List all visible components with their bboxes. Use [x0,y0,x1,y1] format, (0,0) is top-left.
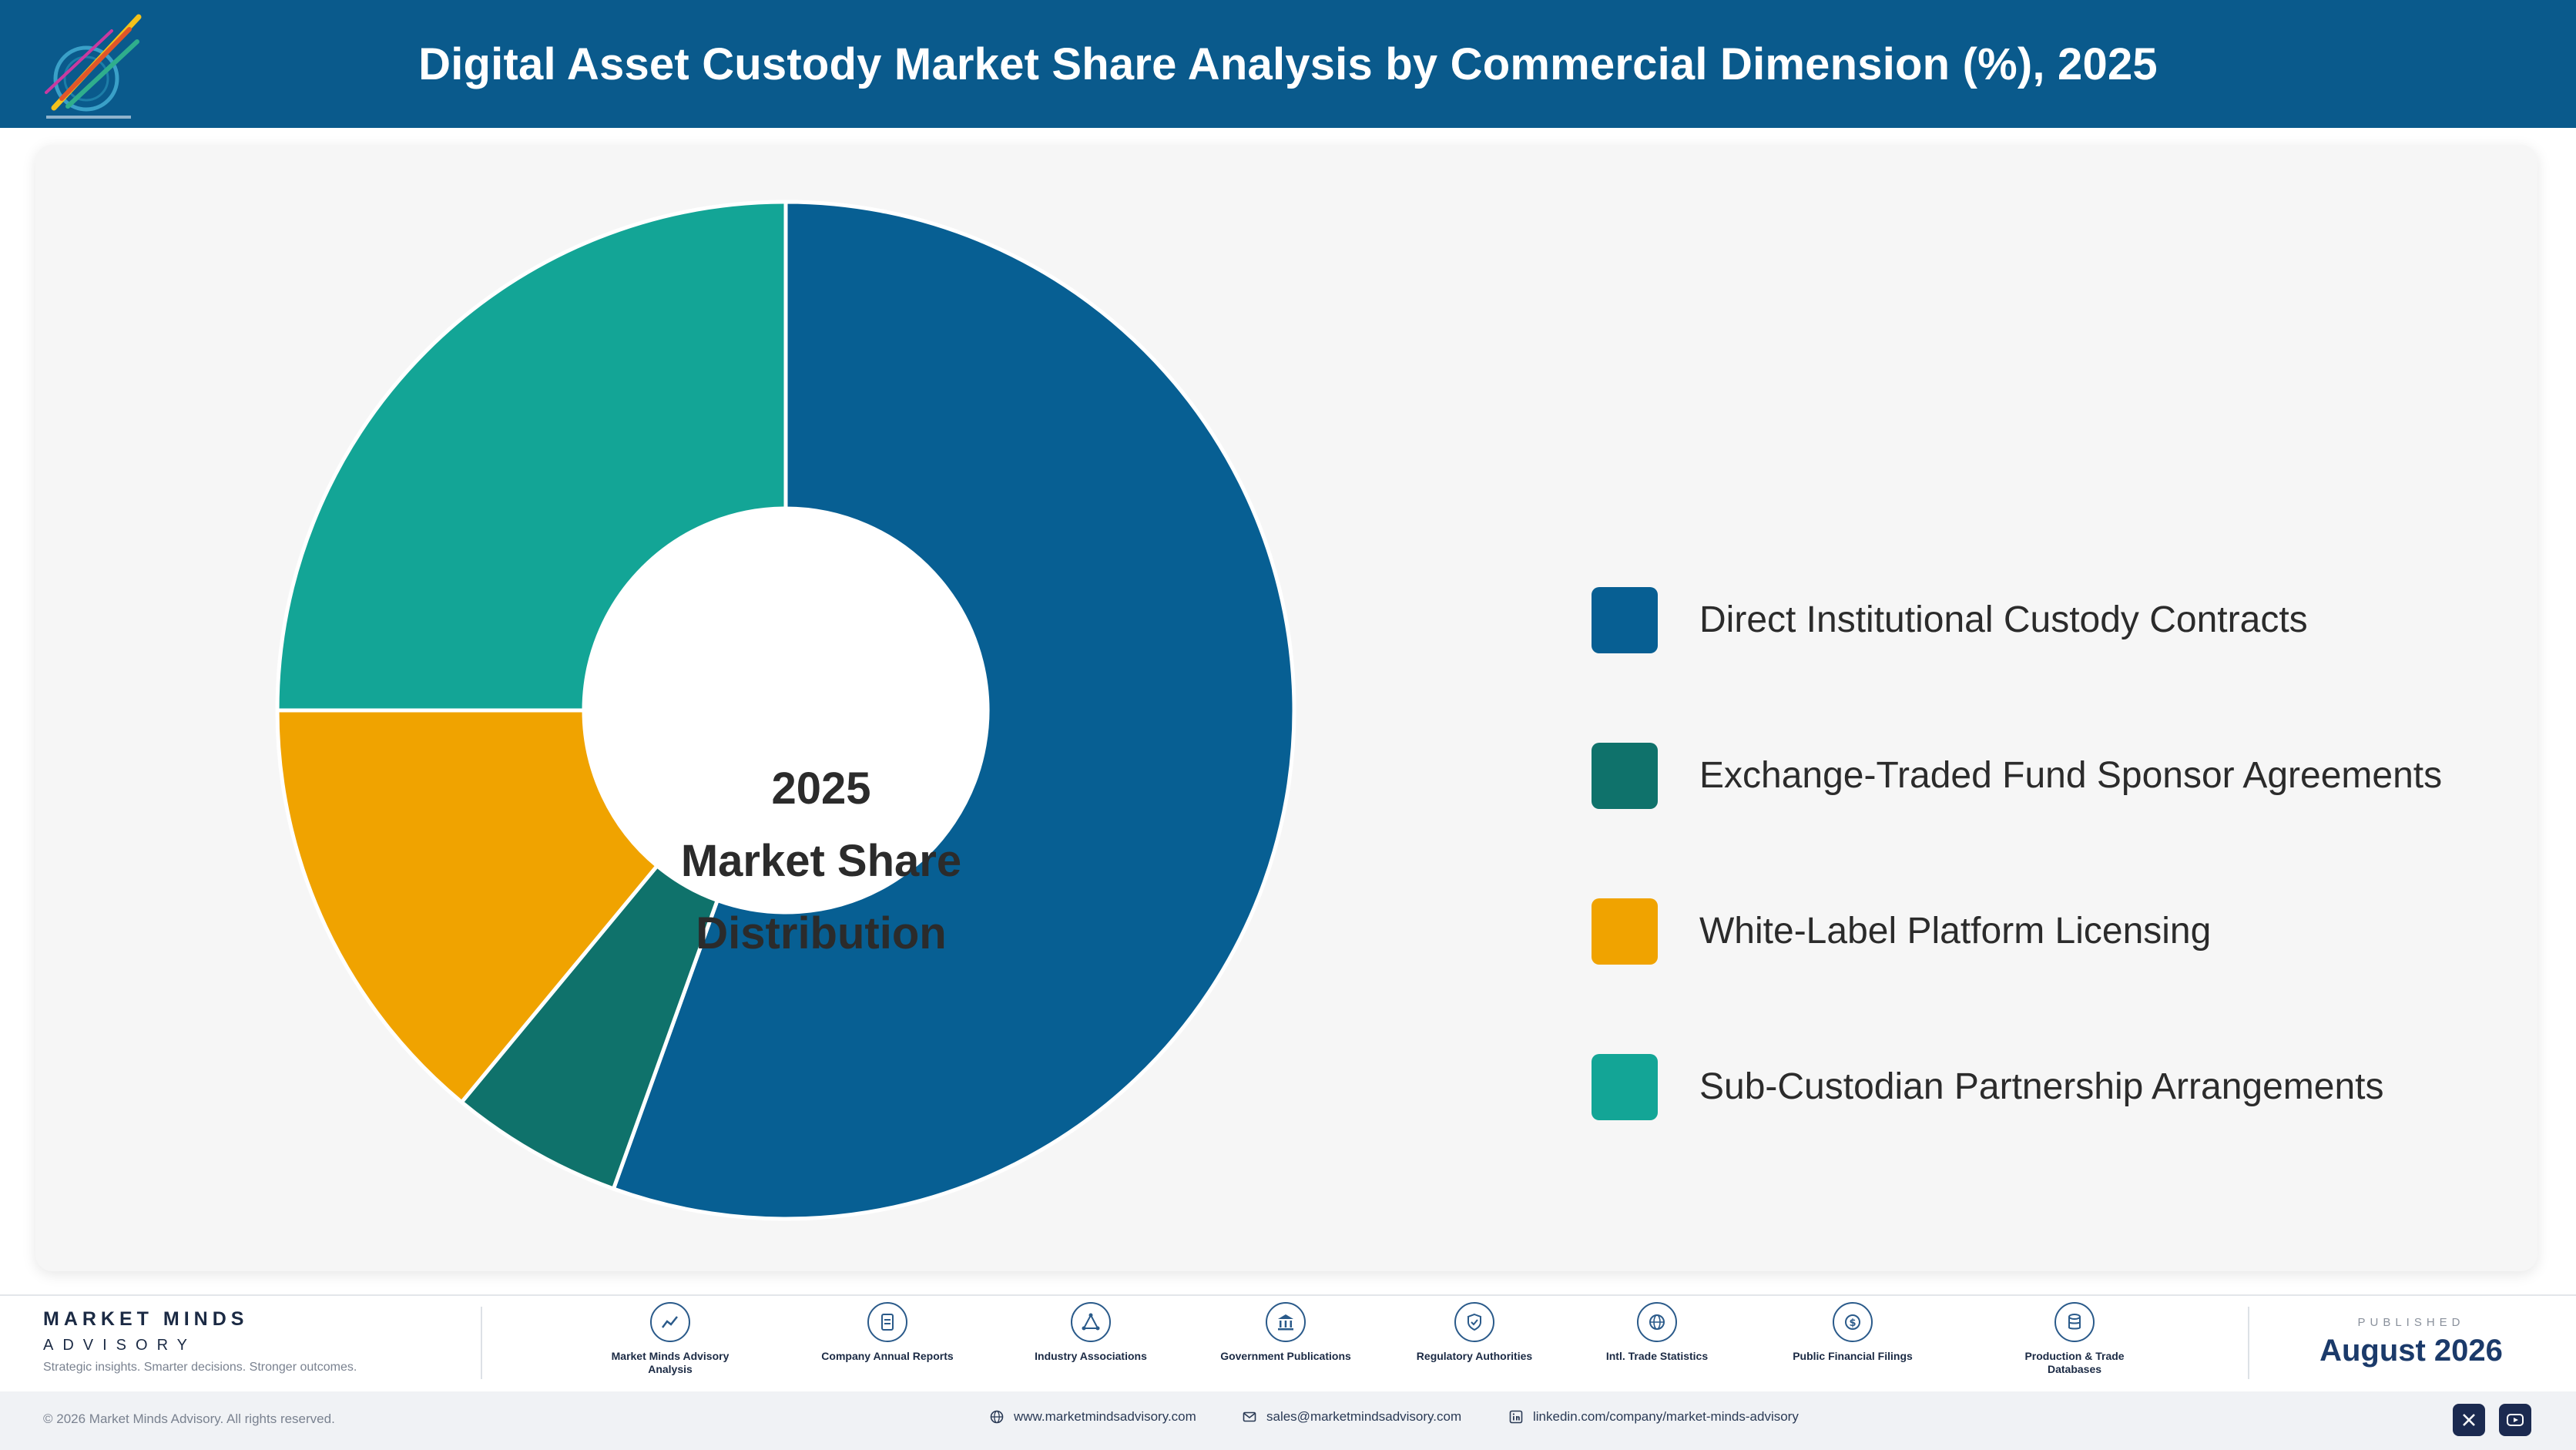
source-label: Company Annual Reports [821,1350,954,1362]
email-link[interactable]: sales@marketmindsadvisory.com [1242,1409,1461,1425]
source-regulatory-authorities: Regulatory Authorities [1397,1302,1551,1363]
government-building-icon [1266,1302,1306,1342]
donut-slice-0 [611,200,1296,1221]
website-text: www.marketmindsadvisory.com [1014,1409,1196,1424]
donut-slice-3 [275,200,788,713]
footer-divider [2248,1307,2249,1379]
donut-slice-2 [275,708,660,1106]
source-market-minds-analysis: Market Minds Advisory Analysis [593,1302,747,1376]
footer-divider [481,1307,482,1379]
legend-label: Sub-Custodian Partnership Arrangements [1699,1066,2384,1107]
linkedin-link[interactable]: linkedin.com/company/market-minds-adviso… [1508,1409,1799,1425]
logo-icon [45,14,142,119]
footer-brand: MARKET MINDS ADVISORY Strategic insights… [43,1308,357,1374]
copyright-text: © 2026 Market Minds Advisory. All rights… [43,1411,335,1426]
legend-label: Direct Institutional Custody Contracts [1699,599,2308,640]
shield-check-icon [1454,1302,1494,1342]
legend-item: Direct Institutional Custody Contracts [1592,587,2554,656]
published-label: PUBLISHED [2357,1316,2465,1329]
page-title: Digital Asset Custody Market Share Analy… [418,39,2158,89]
network-icon [1071,1302,1111,1342]
email-text: sales@marketmindsadvisory.com [1266,1409,1462,1424]
source-label: Intl. Trade Statistics [1605,1350,1709,1362]
legend-item: White-Label Platform Licensing [1592,898,2554,968]
source-label: Public Financial Filings [1793,1350,1913,1362]
header-bar: Digital Asset Custody Market Share Analy… [0,0,2576,128]
chart-center-label: 2025 Market Share Distribution [629,746,1014,977]
source-label: Government Publications [1220,1350,1351,1362]
legend-label: Exchange-Traded Fund Sponsor Agreements [1699,755,2443,796]
linkedin-icon [1509,1410,1523,1424]
source-production-trade-databases: Production & Trade Databases [1997,1302,2152,1376]
source-intl-trade-statistics: Intl. Trade Statistics [1580,1302,1734,1363]
footer-bottom-bar [0,1391,2576,1450]
brand-name: MARKET MINDS [43,1308,249,1330]
brand-tagline: Strategic insights. Smarter decisions. S… [43,1361,357,1374]
published-block: PUBLISHED August 2026 [2265,1316,2558,1368]
source-label: Industry Associations [1035,1350,1147,1362]
source-industry-associations: Industry Associations [1014,1302,1168,1363]
globe-icon [1637,1302,1677,1342]
database-icon [2054,1302,2095,1342]
source-company-annual-reports: Company Annual Reports [810,1302,964,1363]
document-icon [867,1302,907,1342]
legend-label: White-Label Platform Licensing [1699,911,2212,952]
center-label-line-1: 2025 [771,764,871,814]
svg-text:$: $ [1849,1317,1856,1329]
legend-swatch [1592,743,1658,809]
mail-icon [1243,1411,1256,1422]
source-label: Regulatory Authorities [1416,1350,1533,1362]
legend-item: Exchange-Traded Fund Sponsor Agreements [1592,743,2554,812]
source-government-publications: Government Publications [1209,1302,1363,1363]
brand-subtitle: ADVISORY [43,1337,196,1354]
linkedin-text: linkedin.com/company/market-minds-adviso… [1533,1409,1799,1424]
globe-icon [990,1410,1004,1424]
youtube-icon[interactable] [2499,1404,2531,1436]
published-date: August 2026 [2319,1334,2503,1368]
x-icon[interactable] [2453,1404,2485,1436]
source-label: Production & Trade Databases [2024,1350,2125,1375]
legend-swatch [1592,587,1658,653]
legend-swatch [1592,898,1658,965]
center-label-line-2: Market Share [680,836,962,886]
donut-hole [585,510,986,911]
donut-chart [275,200,1296,1221]
legend-item: Sub-Custodian Partnership Arrangements [1592,1054,2554,1123]
legend-swatch [1592,1054,1658,1120]
source-label: Market Minds Advisory Analysis [611,1350,730,1375]
dollar-coin-icon: $ [1833,1302,1873,1342]
trend-chart-icon [650,1302,690,1342]
source-public-financial-filings: $ Public Financial Filings [1776,1302,1930,1363]
website-link[interactable]: www.marketmindsadvisory.com [989,1409,1196,1425]
center-label-line-3: Distribution [696,908,947,958]
chart-card: 2025 Market Share Distribution Direct In… [35,145,2537,1271]
